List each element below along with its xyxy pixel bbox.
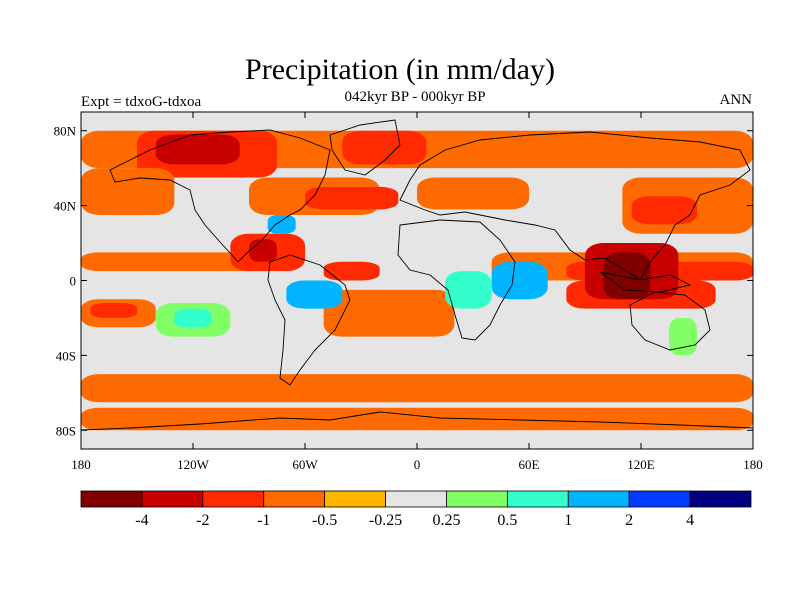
colorbar-swatch (263, 490, 326, 508)
chart-title: Precipitation (in mm/day) (245, 53, 555, 86)
colorbar-label: -2 (196, 512, 209, 529)
coastline-africa (397, 219, 516, 341)
colorbar-swatch (324, 490, 386, 508)
x-tick-label: 60W (292, 457, 318, 472)
x-tick-label: 180 (71, 457, 91, 472)
anomaly-region (491, 261, 548, 300)
coastline-antarctica (81, 411, 753, 431)
anomaly-region (445, 271, 492, 309)
anomaly-region (323, 289, 455, 337)
chart-subtitle: 042kyr BP - 000kyr BP (344, 89, 486, 105)
colorbar-label: -0.5 (312, 512, 337, 529)
x-tick-label: 0 (414, 457, 421, 472)
coastline-greenland (329, 119, 401, 176)
x-tick-label: 60E (519, 457, 540, 472)
colorbar-swatch (567, 490, 630, 508)
anomaly-region (267, 214, 296, 234)
experiment-label: Expt = tdxoG-tdxoa (81, 94, 202, 110)
x-tick-label: 120W (177, 457, 210, 472)
y-axis: 80N 40N 0 40S 80S (54, 124, 753, 438)
anomaly-region (90, 302, 137, 318)
colorbar-swatch (202, 490, 265, 508)
colorbar: -4 -2 -1 -0.5 -0.25 0.25 0.5 1 2 4 (80, 490, 752, 529)
anomaly-region (174, 308, 212, 328)
anomaly-region (155, 134, 240, 165)
coastline-north-america (109, 129, 331, 263)
x-tick-label: 120E (627, 457, 655, 472)
season-label: ANN (719, 92, 753, 108)
anomaly-region (305, 186, 399, 210)
anomaly-region (631, 196, 697, 225)
anomaly-region (81, 374, 753, 403)
colorbar-swatch (689, 490, 752, 508)
anomaly-region (81, 407, 753, 431)
colorbar-swatch (80, 490, 143, 508)
anomaly-region (323, 261, 380, 281)
colorbar-swatch (446, 490, 508, 508)
y-tick-label: 0 (70, 274, 77, 289)
colorbar-label: -1 (257, 512, 270, 529)
y-tick-label: 40N (54, 199, 77, 214)
coastline-eurasia (399, 131, 751, 281)
colorbar-label: -0.25 (369, 512, 402, 529)
colorbar-swatch (506, 490, 569, 508)
x-axis: 180 120W 60W 0 60E 120E 180 (71, 112, 763, 472)
y-tick-label: 40S (56, 348, 76, 363)
y-tick-label: 80N (54, 124, 77, 139)
coastline-south-america (267, 254, 351, 386)
colorbar-label: 0.5 (497, 512, 517, 529)
colorbar-swatch (628, 490, 691, 508)
anomaly-region (81, 252, 268, 272)
anomaly-region (603, 252, 651, 300)
anomaly-region (417, 177, 529, 210)
y-tick-label: 80S (56, 423, 76, 438)
colorbar-swatch (385, 490, 447, 508)
colorbar-label: 1 (564, 512, 572, 529)
anomaly-region (249, 239, 277, 262)
colorbar-label: 2 (625, 512, 633, 529)
x-tick-label: 180 (743, 457, 763, 472)
colorbar-swatch (141, 490, 204, 508)
anomaly-region (342, 130, 427, 165)
colorbar-label: -4 (135, 512, 148, 529)
colorbar-label: 4 (686, 512, 694, 529)
coastline-australia (629, 291, 711, 351)
coastline-maritime-continent (599, 271, 692, 293)
anomaly-region (81, 168, 175, 215)
anomaly-region (286, 280, 343, 309)
colorbar-label: 0.25 (432, 512, 460, 529)
